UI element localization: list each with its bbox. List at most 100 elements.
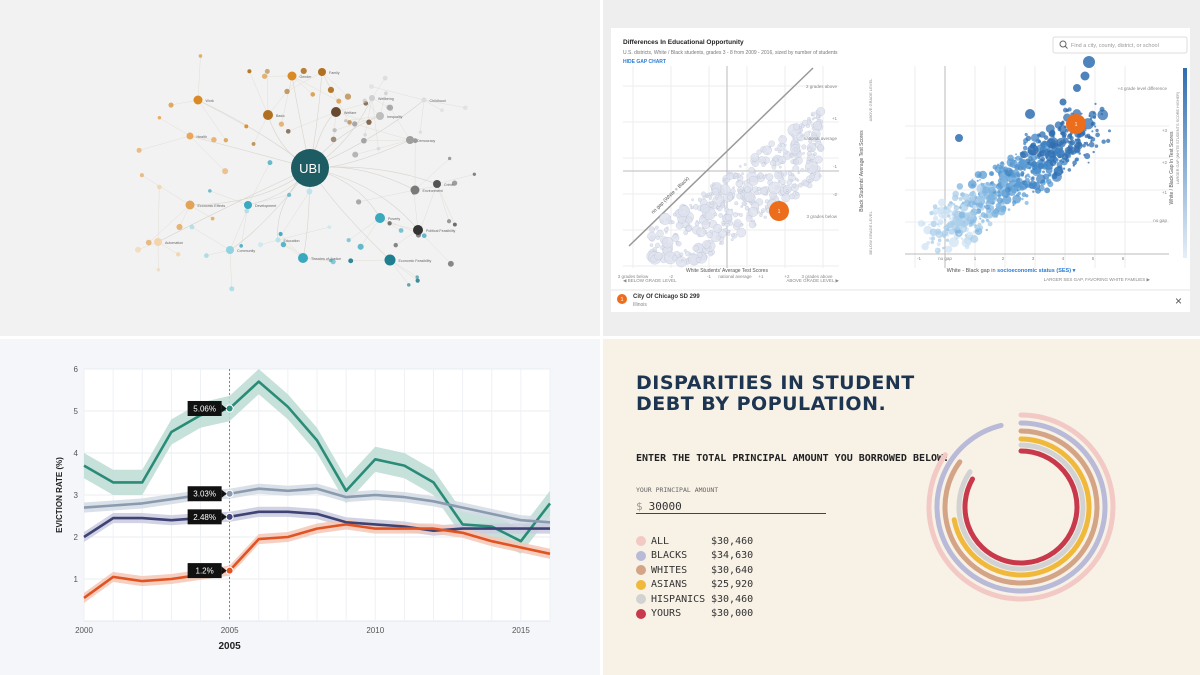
right-district-point[interactable] bbox=[921, 243, 929, 251]
right-district-point[interactable] bbox=[1049, 159, 1057, 167]
left-district-point[interactable] bbox=[809, 173, 816, 180]
right-district-point[interactable] bbox=[1015, 178, 1021, 184]
network-leaf-node[interactable] bbox=[384, 91, 388, 96]
left-district-point[interactable] bbox=[761, 162, 766, 167]
right-district-point[interactable] bbox=[1089, 117, 1093, 120]
left-district-point[interactable] bbox=[685, 216, 693, 224]
right-district-point[interactable] bbox=[1040, 156, 1046, 162]
left-district-point[interactable] bbox=[724, 213, 733, 222]
left-district-point[interactable] bbox=[790, 179, 794, 182]
right-district-point[interactable] bbox=[985, 228, 988, 232]
left-district-point[interactable] bbox=[811, 117, 815, 121]
left-district-point[interactable] bbox=[736, 180, 740, 183]
network-leaf-node[interactable] bbox=[447, 260, 454, 267]
network-leaf-node[interactable] bbox=[344, 119, 348, 123]
close-selection-button[interactable]: × bbox=[1175, 294, 1182, 308]
left-district-point[interactable] bbox=[792, 184, 797, 189]
right-district-point[interactable] bbox=[1108, 129, 1111, 133]
principal-amount-input[interactable] bbox=[648, 500, 799, 513]
network-node[interactable] bbox=[186, 132, 194, 140]
left-district-point[interactable] bbox=[779, 144, 783, 147]
left-district-point[interactable] bbox=[659, 212, 672, 225]
left-district-point[interactable] bbox=[731, 233, 735, 238]
left-district-point[interactable] bbox=[716, 205, 720, 209]
left-district-point[interactable] bbox=[713, 212, 718, 217]
network-node[interactable] bbox=[406, 136, 414, 144]
left-district-point[interactable] bbox=[798, 182, 804, 188]
right-district-point[interactable] bbox=[970, 235, 979, 243]
right-district-point[interactable] bbox=[941, 246, 945, 250]
network-leaf-node[interactable] bbox=[415, 278, 420, 283]
left-district-point[interactable] bbox=[774, 147, 779, 152]
left-district-point[interactable] bbox=[797, 171, 800, 175]
left-district-point[interactable] bbox=[744, 186, 751, 194]
left-district-point[interactable] bbox=[750, 153, 760, 162]
left-district-point[interactable] bbox=[807, 179, 812, 183]
left-district-point[interactable] bbox=[781, 193, 791, 203]
left-district-point[interactable] bbox=[709, 229, 714, 234]
left-district-point[interactable] bbox=[790, 153, 793, 157]
left-district-point[interactable] bbox=[665, 231, 668, 234]
right-district-point[interactable] bbox=[938, 225, 941, 228]
right-district-point[interactable] bbox=[1030, 133, 1040, 142]
left-district-point[interactable] bbox=[783, 143, 787, 147]
right-district-point[interactable] bbox=[1012, 200, 1017, 205]
network-leaf-node[interactable] bbox=[176, 223, 183, 231]
right-district-point[interactable] bbox=[1034, 155, 1038, 159]
right-district-point[interactable] bbox=[1005, 186, 1008, 190]
right-district-point[interactable] bbox=[1001, 183, 1005, 187]
right-district-point[interactable] bbox=[991, 209, 1000, 218]
left-district-point[interactable] bbox=[768, 181, 781, 195]
left-district-point[interactable] bbox=[713, 223, 723, 233]
right-district-point[interactable] bbox=[929, 228, 938, 237]
right-district-point[interactable] bbox=[1037, 133, 1041, 137]
right-district-point[interactable] bbox=[1039, 131, 1046, 138]
right-district-point[interactable] bbox=[1045, 150, 1057, 162]
network-leaf-node[interactable] bbox=[278, 231, 283, 237]
right-district-point[interactable] bbox=[936, 242, 941, 247]
left-district-point[interactable] bbox=[762, 145, 772, 156]
left-district-point[interactable] bbox=[679, 252, 684, 257]
right-district-point[interactable] bbox=[972, 201, 976, 206]
network-leaf-node[interactable] bbox=[412, 138, 418, 144]
left-district-point[interactable] bbox=[709, 201, 714, 205]
left-district-point[interactable] bbox=[671, 234, 680, 242]
left-district-point[interactable] bbox=[809, 120, 812, 123]
right-district-point[interactable] bbox=[961, 193, 970, 201]
network-leaf-node[interactable] bbox=[247, 69, 252, 74]
left-district-point[interactable] bbox=[656, 229, 664, 238]
left-district-point[interactable] bbox=[654, 251, 663, 261]
right-district-point[interactable] bbox=[1064, 146, 1072, 154]
network-leaf-node[interactable] bbox=[355, 199, 362, 205]
network-leaf-node[interactable] bbox=[327, 225, 332, 229]
network-leaf-node[interactable] bbox=[285, 129, 291, 134]
right-district-point[interactable] bbox=[952, 203, 956, 206]
left-district-point[interactable] bbox=[806, 159, 811, 165]
network-leaf-node[interactable] bbox=[336, 98, 342, 104]
left-district-point[interactable] bbox=[719, 184, 731, 195]
right-district-point[interactable] bbox=[996, 183, 1004, 191]
right-district-point[interactable] bbox=[985, 181, 989, 186]
network-node[interactable] bbox=[154, 238, 162, 246]
left-district-point[interactable] bbox=[763, 215, 767, 219]
right-district-point[interactable] bbox=[945, 208, 952, 215]
right-district-point[interactable] bbox=[974, 195, 986, 207]
left-district-point[interactable] bbox=[795, 191, 799, 196]
right-district-point[interactable] bbox=[1020, 197, 1024, 201]
left-district-point[interactable] bbox=[671, 220, 675, 225]
right-district-point[interactable] bbox=[941, 229, 949, 237]
network-leaf-node[interactable] bbox=[330, 136, 337, 143]
right-district-point[interactable] bbox=[995, 202, 1002, 209]
left-district-point[interactable] bbox=[723, 177, 727, 181]
left-district-point[interactable] bbox=[676, 241, 682, 247]
right-district-point[interactable] bbox=[979, 217, 982, 220]
network-leaf-node[interactable] bbox=[452, 222, 457, 227]
right-district-point[interactable] bbox=[1067, 140, 1071, 143]
right-district-point[interactable] bbox=[978, 170, 988, 180]
left-district-point[interactable] bbox=[718, 242, 722, 245]
left-district-point[interactable] bbox=[814, 155, 823, 164]
right-district-point[interactable] bbox=[1062, 160, 1065, 164]
right-district-point[interactable] bbox=[1018, 193, 1021, 196]
right-district-point[interactable] bbox=[1088, 141, 1095, 148]
right-district-point[interactable] bbox=[948, 237, 959, 248]
